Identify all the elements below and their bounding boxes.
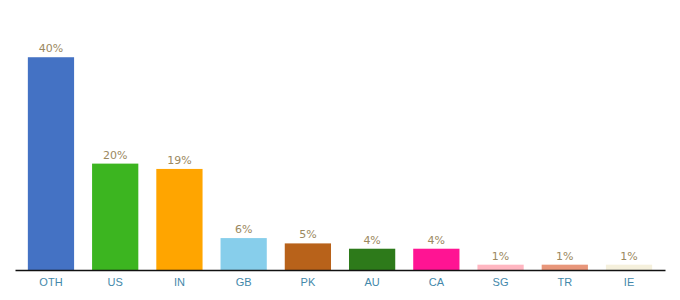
x-tick: SG [493, 276, 509, 288]
data-label: 40% [39, 42, 63, 55]
x-tick: TR [557, 276, 572, 288]
bar [349, 249, 395, 270]
data-labels: 40% 20% 19% 6% 5% 4% 4% 1% 1% 1% [39, 42, 638, 262]
x-tick: IN [174, 276, 185, 288]
x-tick: IE [624, 276, 634, 288]
x-tick-label: TR [557, 276, 572, 288]
x-tick: PK [301, 276, 316, 288]
x-tick-label: PK [301, 276, 316, 288]
x-tick: OTH [39, 276, 62, 288]
x-tick: CA [429, 276, 445, 288]
bars [28, 57, 652, 270]
x-tick-label: GB [236, 276, 252, 288]
plot: 40% 20% 19% 6% 5% 4% 4% 1% 1% 1% OTH US IN GB PK AU CA SG… [16, 42, 666, 288]
bar [221, 238, 267, 270]
x-tick-label: SG [493, 276, 509, 288]
data-label: 4% [363, 234, 380, 247]
data-label: 6% [235, 223, 252, 236]
bar [542, 265, 588, 270]
x-axis: OTH US IN GB PK AU CA SG TR IE [16, 271, 666, 288]
bar [606, 265, 652, 270]
data-label: 5% [299, 228, 316, 241]
x-tick-label: CA [429, 276, 445, 288]
bar [477, 265, 523, 270]
x-tick-label: AU [364, 276, 379, 288]
x-tick: AU [364, 276, 379, 288]
data-label: 4% [428, 234, 445, 247]
chart: 40% 20% 19% 6% 5% 4% 4% 1% 1% 1% OTH US IN GB PK AU CA SG… [0, 0, 680, 300]
bar [285, 243, 331, 270]
bar [156, 169, 202, 270]
data-label: 1% [556, 250, 573, 263]
x-tick-label: US [108, 276, 123, 288]
bar [28, 57, 74, 270]
bar [413, 249, 459, 270]
x-tick-label: IE [624, 276, 634, 288]
x-tick: US [108, 276, 123, 288]
data-label: 1% [492, 250, 509, 263]
data-label: 20% [103, 149, 127, 162]
data-label: 1% [620, 250, 637, 263]
bar [92, 164, 138, 270]
x-tick-label: OTH [39, 276, 62, 288]
x-axis-line [16, 270, 666, 272]
x-tick-label: IN [174, 276, 185, 288]
x-tick: GB [236, 276, 252, 288]
data-label: 19% [167, 154, 191, 167]
